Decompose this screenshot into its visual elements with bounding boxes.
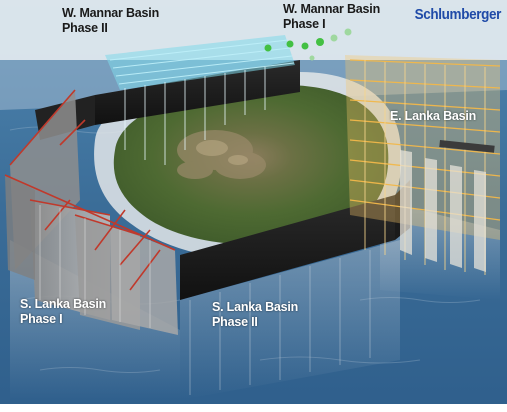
label-w-mannar-phase2-line2: Phase II <box>62 21 108 35</box>
s-lanka-phase2-reflection <box>180 240 400 400</box>
label-e-lanka: E. Lanka Basin <box>390 109 476 124</box>
label-w-mannar-phase1-line1: W. Mannar Basin <box>283 2 381 16</box>
label-s-lanka-phase2-line1: S. Lanka Basin <box>212 300 299 314</box>
label-w-mannar-phase1: W. Mannar Basin Phase I <box>283 2 380 32</box>
label-s-lanka-phase1: S. Lanka Basin Phase I <box>20 297 106 327</box>
s-lanka-phase1-seismic <box>4 89 178 335</box>
label-s-lanka-phase2: S. Lanka Basin Phase II <box>212 300 298 330</box>
label-s-lanka-phase2-line2: Phase II <box>212 315 258 329</box>
w-mannar-phase1-wells <box>264 28 352 61</box>
label-s-lanka-phase1-line2: Phase I <box>20 312 63 326</box>
schlumberger-logo: Schlumberger <box>414 6 502 23</box>
label-s-lanka-phase1-line1: S. Lanka Basin <box>20 297 107 311</box>
w-mannar-phase2-seismic <box>105 35 295 165</box>
e-lanka-seismic <box>345 55 501 275</box>
highland-peaks <box>196 140 248 165</box>
label-w-mannar-phase2: W. Mannar Basin Phase II <box>62 6 159 36</box>
north-wall <box>95 60 300 125</box>
bottom-border <box>0 404 507 412</box>
label-e-lanka-line1: E. Lanka Basin <box>390 109 477 123</box>
label-w-mannar-phase1-line2: Phase I <box>283 17 326 31</box>
south-wall <box>180 195 395 300</box>
s-lanka-phase2-seismic <box>189 250 371 395</box>
label-w-mannar-phase2-line1: W. Mannar Basin <box>62 6 160 20</box>
central-highlands <box>177 130 266 179</box>
